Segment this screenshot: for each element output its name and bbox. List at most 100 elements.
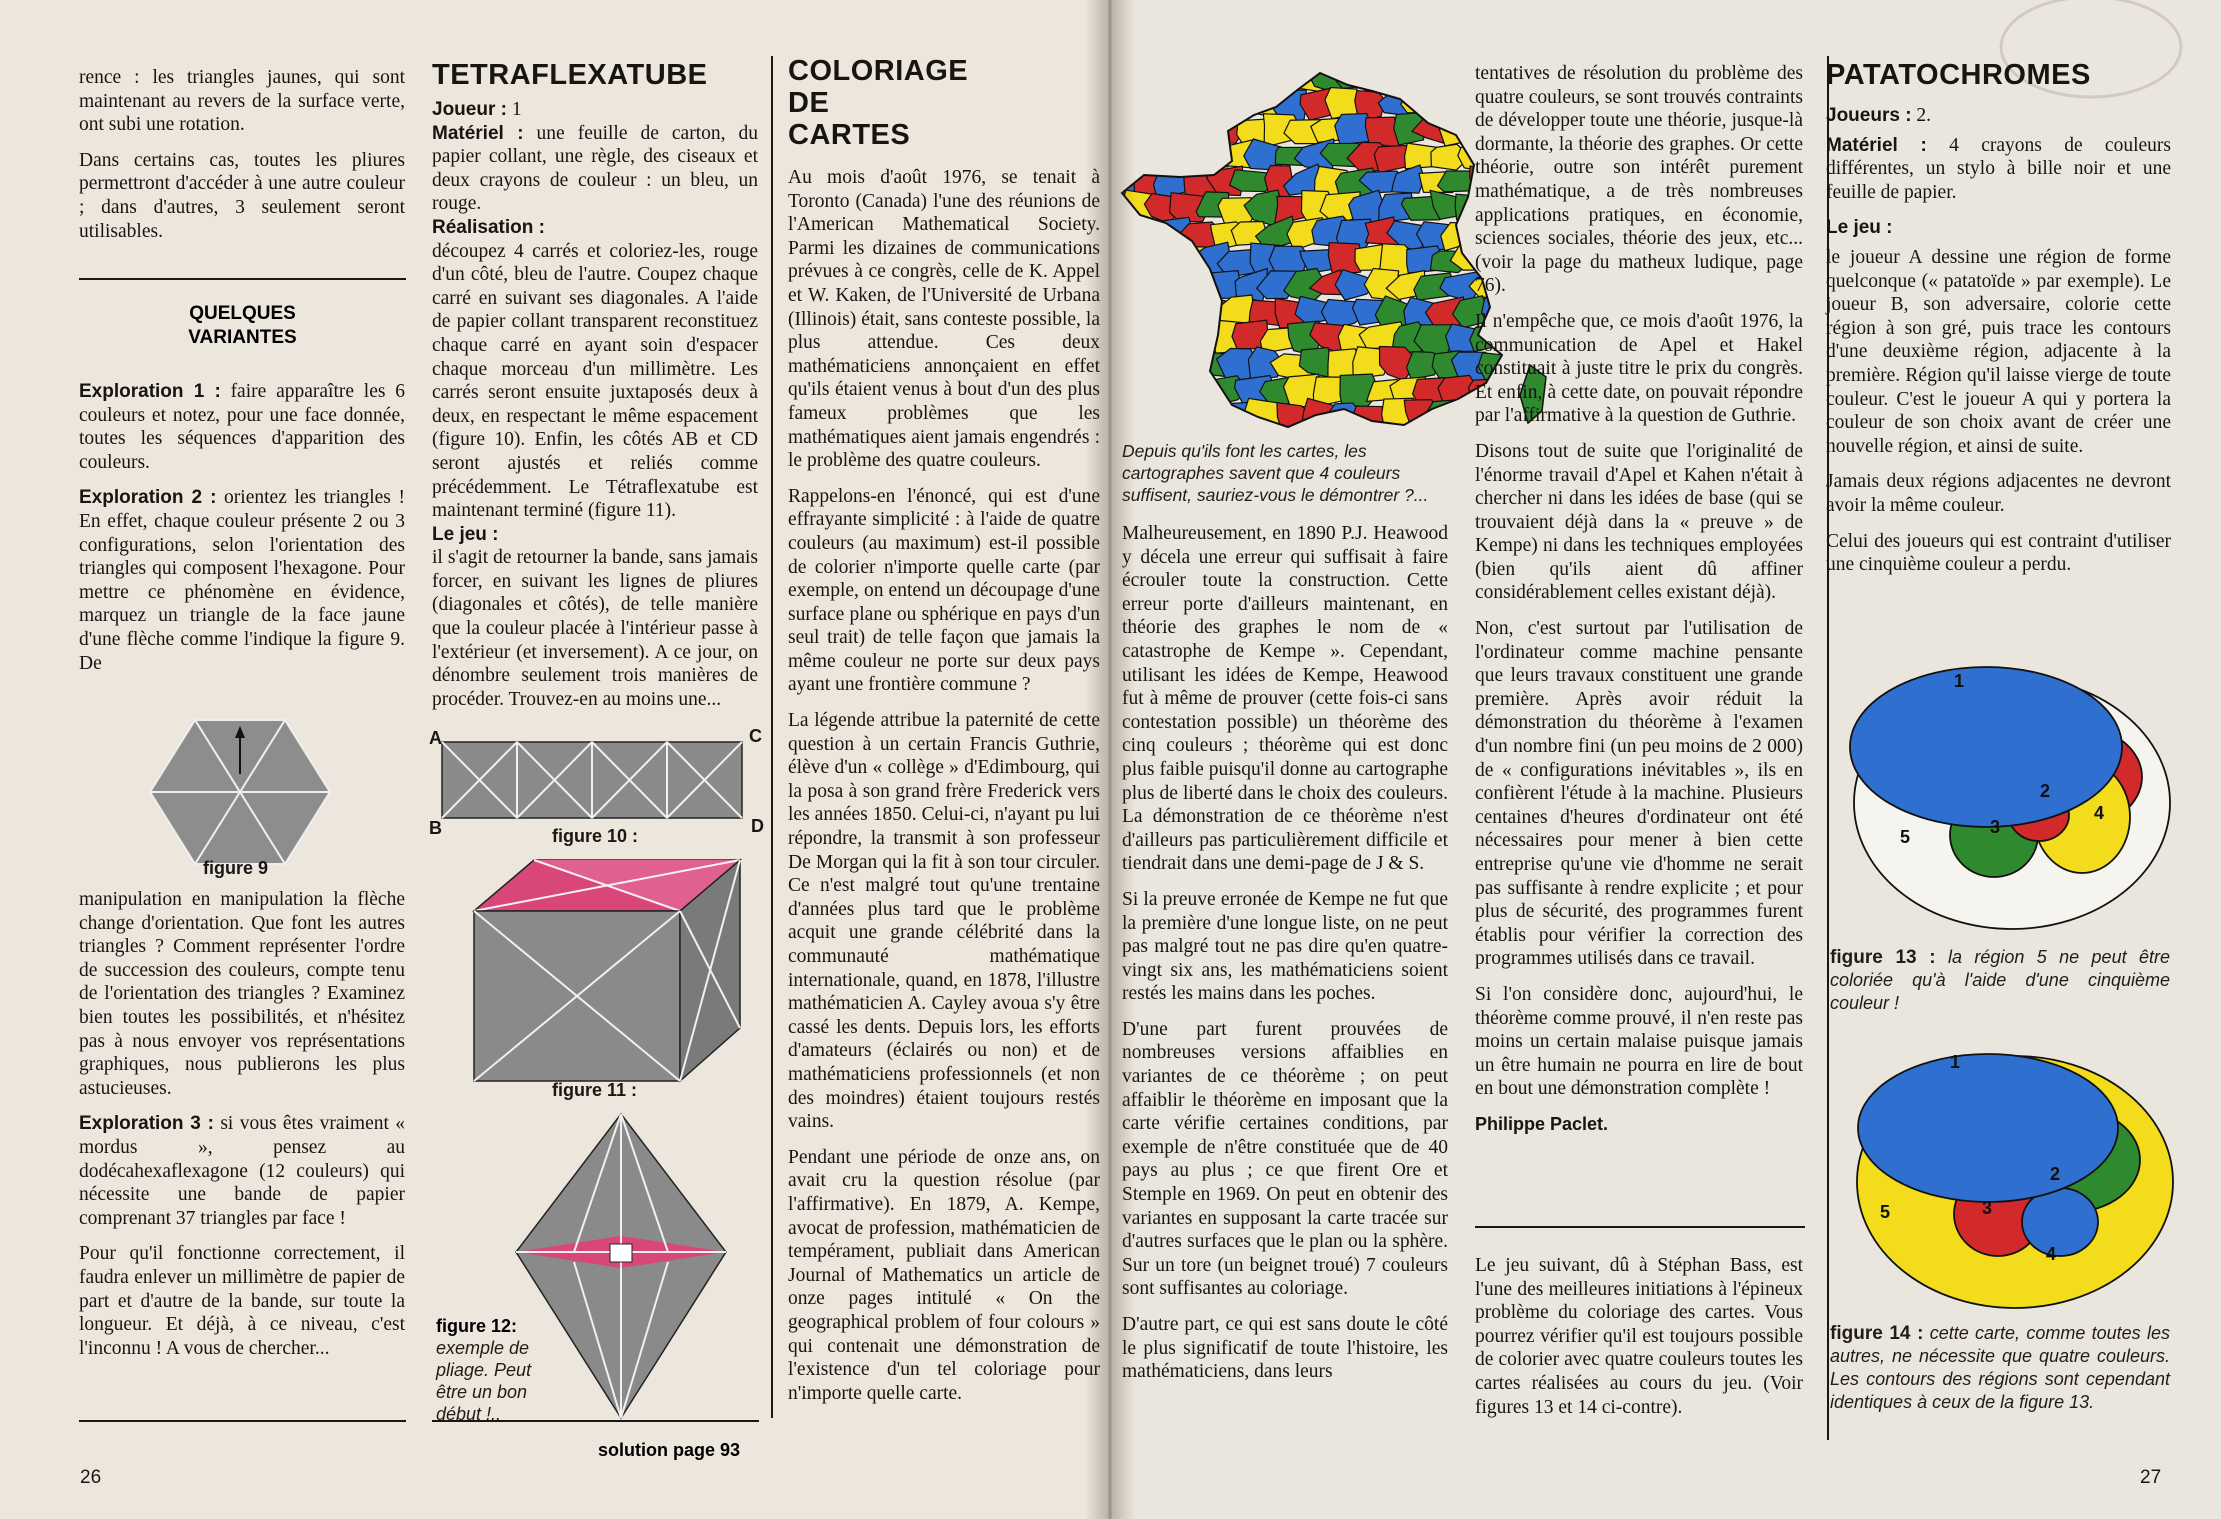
right-column-2: tentatives de résolution du problème des… [1475, 62, 1803, 1149]
map-department [1164, 294, 1204, 331]
game-label: Le jeu : [432, 523, 499, 545]
paragraph: Le jeu suivant, dû à Stéphan Bass, est l… [1475, 1255, 1803, 1418]
right-page: Depuis qu'ils font les cartes, les carto… [1108, 0, 2221, 1519]
map-department [1299, 87, 1335, 121]
left-column-1: rence : les triangles jaunes, qui sont m… [79, 66, 405, 255]
map-department [1222, 92, 1257, 119]
map-department [1334, 73, 1372, 89]
map-department [1138, 141, 1178, 169]
variants-heading: QUELQUES VARIANTES [79, 302, 406, 350]
region-label: 4 [2094, 803, 2104, 823]
exploration-2: Exploration 2 : orientez les triangles !… [79, 487, 405, 674]
paragraph: Rappelons-en l'énoncé, qui est d'une eff… [788, 485, 1100, 696]
coloriage-article: COLORIAGE DE CARTES Au mois d'août 1976,… [788, 56, 1106, 1426]
article-title: PATATOCHROMES [1826, 59, 2091, 91]
figure-14-caption: figure 14 : cette carte, comme toutes le… [1830, 1323, 2170, 1412]
material-line: Matériel : une feuille de carton, du pap… [432, 122, 758, 215]
divider [1475, 1226, 1805, 1228]
paragraph: Dans certains cas, toutes les pliures pe… [79, 149, 405, 242]
map-department [1121, 137, 1153, 174]
game-label: Le jeu : [1826, 217, 1893, 239]
explorations-block: Exploration 1 : faire apparaître les 6 c… [79, 380, 405, 687]
map-department [1121, 112, 1147, 143]
paragraph: Pour qu'il fonctionne correctement, il f… [79, 1243, 405, 1359]
map-department [1128, 320, 1172, 353]
rule-text: Jamais deux régions adjacentes ne devron… [1826, 471, 2171, 516]
map-department [1256, 73, 1297, 95]
map-department [1121, 91, 1154, 117]
players-line: Joueur : 1 [432, 99, 522, 120]
map-department [1145, 346, 1185, 379]
title-line: CARTES [788, 119, 911, 151]
paragraph: D'une part furent prouvées de nombreuses… [1122, 1018, 1448, 1300]
solution-note: solution page 93 [598, 1440, 741, 1460]
figure-9-hexagon [150, 719, 332, 865]
figure-13-diagram: 2 1 3 4 5 [1849, 666, 2171, 930]
figure-13-caption: figure 13 : la région 5 ne peut être col… [1830, 947, 2170, 1013]
map-department [1121, 73, 1142, 96]
game-text: il s'agit de retourner la bande, sans ja… [432, 547, 758, 710]
corner-c-label: C [749, 726, 762, 746]
divider [432, 1420, 759, 1422]
map-department [1121, 247, 1151, 276]
exploration-3: Exploration 3 : si vous êtes vraiment « … [79, 1113, 406, 1229]
map-department [1169, 144, 1205, 175]
map-department [1142, 249, 1177, 274]
map-department [1386, 73, 1427, 89]
region-label: 5 [1900, 827, 1910, 847]
figure-12-caption: exemple de pliage. Peut être un bon débu… [436, 1338, 532, 1424]
corner-a-label: A [429, 728, 442, 748]
heading-line: QUELQUES [189, 303, 296, 324]
map-department [1333, 268, 1380, 301]
map-department [1390, 164, 1425, 194]
region-label: 1 [1950, 1052, 1960, 1072]
figure-11-box [472, 858, 743, 1083]
paragraph: Pendant une période de onze ans, on avai… [788, 1146, 1100, 1404]
paragraph: La légende attribue la paternité de cett… [788, 710, 1100, 1133]
divider [79, 278, 406, 280]
region-label: 3 [1990, 817, 2000, 837]
map-department [1129, 267, 1173, 300]
corner-d-label: D [751, 816, 764, 836]
figure-12-label: figure 12: [436, 1316, 518, 1336]
figure-12-octahedron [515, 1112, 727, 1420]
right-column-1: Malheureusement, en 1890 P.J. Heawood y … [1122, 522, 1448, 1396]
map-caption: Depuis qu'ils font les cartes, les carto… [1122, 441, 1429, 505]
map-department [1418, 73, 1455, 96]
france-map [1120, 71, 1547, 429]
map-department [1442, 423, 1479, 427]
paragraph: tentatives de résolution du problème des… [1475, 63, 1803, 297]
map-department [1156, 113, 1196, 149]
map-department [1170, 354, 1204, 377]
figure-10-label: figure 10 : [552, 826, 639, 846]
paragraph: rence : les triangles jaunes, qui sont m… [79, 67, 405, 136]
map-department [1155, 319, 1199, 357]
map-department [1423, 88, 1463, 116]
paragraph: Si l'on considère donc, aujourd'hui, le … [1475, 983, 1803, 1100]
paragraph: Si la preuve erronée de Kempe ne fut que… [1122, 888, 1448, 1005]
paragraph: Au mois d'août 1976, se tenait à Toronto… [788, 167, 1100, 472]
map-department [1399, 91, 1444, 114]
map-department [1121, 351, 1158, 380]
map-department [1138, 400, 1179, 427]
paragraph: Disons tout de suite que l'originalité d… [1475, 440, 1803, 604]
figure-11-label: figure 11 : [552, 1080, 638, 1100]
realisation-label: Réalisation : [432, 216, 545, 238]
map-department [1121, 371, 1145, 400]
map-department [1121, 269, 1140, 300]
region-label: 4 [2046, 1244, 2056, 1264]
region-label: 2 [2040, 781, 2050, 801]
tetraflexatube-article: TETRAFLEXATUBE Joueur : 1 Matériel : une… [432, 60, 758, 711]
figure-10-strip [441, 741, 743, 819]
region-label: 3 [1982, 1198, 1992, 1218]
paragraph: Il n'empêche que, ce mois d'août 1976, l… [1475, 310, 1803, 427]
figure-14-diagram: 1 2 3 4 5 [1856, 1052, 2174, 1309]
title-line: COLORIAGE [788, 56, 969, 87]
map-department [1192, 87, 1235, 121]
map-department [1121, 322, 1143, 352]
left-page: rence : les triangles jaunes, qui sont m… [0, 0, 1108, 1519]
map-department [1247, 346, 1282, 381]
page-number-right: 27 [2140, 1467, 2162, 1488]
map-department [1121, 299, 1158, 325]
